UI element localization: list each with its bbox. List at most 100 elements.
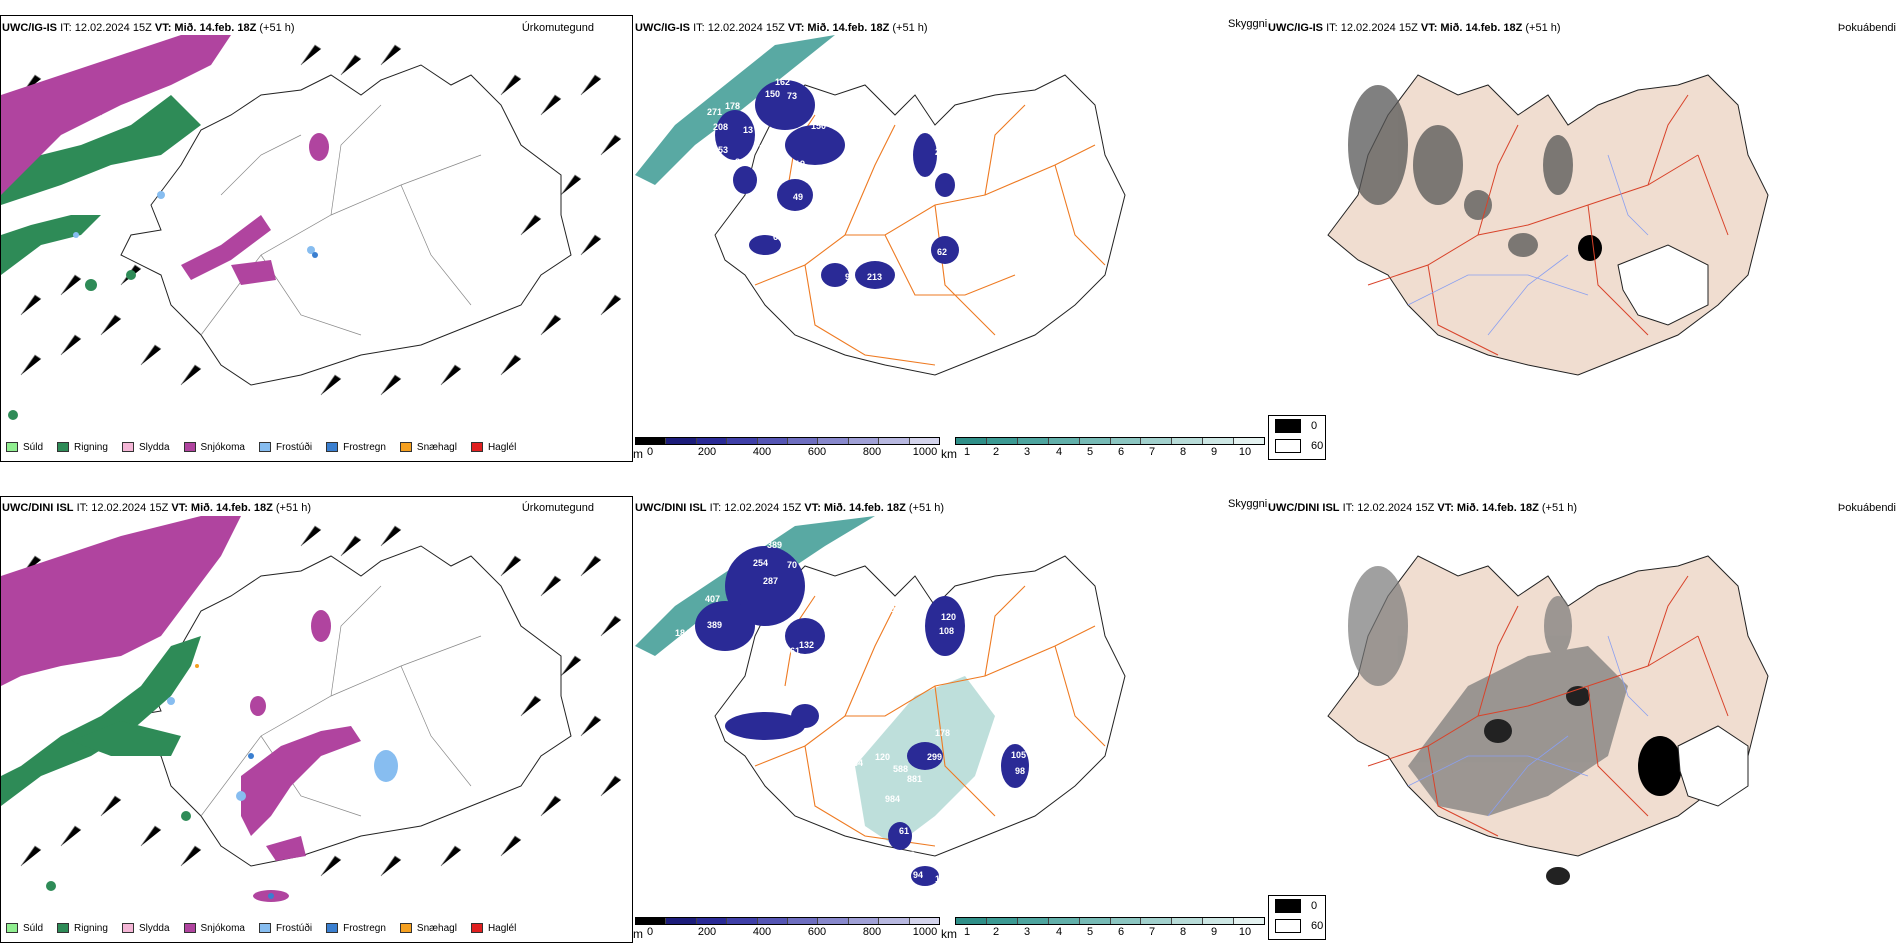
lead-time: (+51 h) bbox=[1525, 22, 1561, 34]
precip-legend-row1: Súld Rigning Slydda Snjókoma Frostúði Fr… bbox=[6, 437, 530, 457]
legend-label: Snjókoma bbox=[200, 922, 245, 934]
height-tick: 400 bbox=[752, 446, 772, 458]
vis-tick: 10 bbox=[1238, 926, 1252, 938]
legend-swatch bbox=[57, 442, 70, 452]
model-name: UWC/DINI ISL bbox=[635, 502, 707, 514]
height-tick: 0 bbox=[646, 446, 654, 458]
fog-core bbox=[1638, 736, 1682, 796]
precip-type-title-row1: Úrkomutegund bbox=[521, 22, 594, 34]
rain-area bbox=[1, 95, 201, 420]
legend-swatch bbox=[470, 442, 483, 452]
vis-tick: 6 bbox=[1117, 446, 1125, 458]
vis-tick: 3 bbox=[1023, 926, 1031, 938]
cloud-base-label: 389 bbox=[767, 540, 782, 550]
cloud-base-label: 178 bbox=[725, 101, 740, 111]
cloud-base-label: 197 bbox=[827, 708, 842, 718]
legend-label: Haglél bbox=[487, 922, 517, 934]
vis-tick: 7 bbox=[1148, 446, 1156, 458]
legend-item-snjokoma: Snjókoma bbox=[183, 922, 245, 934]
issue-time: IT: 12.02.2024 15Z bbox=[60, 22, 152, 34]
panel-title-fog-row2: UWC/DINI ISL IT: 12.02.2024 15Z VT: Mið.… bbox=[1268, 502, 1577, 514]
cloud-base-label: 94 bbox=[845, 272, 855, 282]
precip-map-row2 bbox=[1, 516, 622, 902]
height-tick: 600 bbox=[807, 926, 827, 938]
visibility-colorbar bbox=[955, 917, 1265, 925]
cloud-base-label: 150 bbox=[765, 89, 780, 99]
fog-swatch bbox=[1275, 899, 1301, 913]
cloud-base-height-scale-row1: 0 200 400 600 800 1000 m bbox=[633, 437, 940, 461]
legend-swatch bbox=[6, 923, 18, 933]
legend-item-slydda: Slydda bbox=[121, 442, 170, 453]
height-tick: 200 bbox=[697, 446, 717, 458]
legend-swatch bbox=[326, 442, 339, 452]
cloud-base-label: 19 bbox=[795, 159, 805, 169]
legend-swatch bbox=[470, 923, 483, 933]
panel-title-vis-row2: UWC/DINI ISL IT: 12.02.2024 15Z VT: Mið.… bbox=[635, 502, 944, 514]
legend-swatch bbox=[183, 442, 196, 452]
visibility-scale-row2: 1 2 3 4 5 6 7 8 9 10 km bbox=[941, 917, 1265, 941]
cloud-base-label: 162 bbox=[775, 77, 790, 87]
wind-barbs bbox=[20, 525, 622, 877]
legend-item-sudl: Súld bbox=[6, 442, 43, 453]
legend-swatch bbox=[326, 923, 339, 933]
fog-legend-label: 0 bbox=[1311, 420, 1318, 432]
legend-label: Slydda bbox=[138, 922, 170, 934]
vis-tick: 2 bbox=[992, 446, 1000, 458]
legend-item-snjokoma: Snjókoma bbox=[183, 442, 245, 453]
cloud-base-label: 150 bbox=[811, 121, 826, 131]
legend-item-frostudi: Frostúði bbox=[258, 922, 313, 934]
snow-area bbox=[1, 35, 329, 285]
lead-time: (+51 h) bbox=[892, 22, 928, 34]
vis-tick: 9 bbox=[1210, 446, 1218, 458]
fog-legend-row1: 0 60 bbox=[1268, 415, 1326, 460]
cloud-base-label: 181 bbox=[837, 618, 852, 628]
visibility-title-row1: Skyggni bbox=[1228, 18, 1268, 30]
vis-tick: 4 bbox=[1055, 446, 1063, 458]
cloud-base-label: 881 bbox=[907, 774, 922, 784]
height-tick: 200 bbox=[697, 926, 717, 938]
glacier bbox=[1617, 244, 1709, 326]
legend-label: Frostúði bbox=[275, 922, 313, 934]
legend-swatch bbox=[399, 442, 412, 452]
vis-tick: 5 bbox=[1086, 446, 1094, 458]
road-network bbox=[200, 585, 482, 817]
valid-time: VT: Mið. 14.feb. 18Z bbox=[154, 22, 257, 34]
height-tick: 800 bbox=[862, 446, 882, 458]
issue-time: IT: 12.02.2024 15Z bbox=[1326, 22, 1418, 34]
precip-map-row1 bbox=[1, 35, 622, 420]
vis-tick: 8 bbox=[1179, 926, 1187, 938]
fog-map-row2 bbox=[1327, 555, 1769, 885]
freezing-drizzle-area bbox=[167, 697, 398, 801]
fog-legend-label: 60 bbox=[1311, 440, 1324, 452]
vis-tick: 1 bbox=[963, 926, 971, 938]
issue-time: IT: 12.02.2024 15Z bbox=[76, 502, 169, 514]
height-tick: 0 bbox=[646, 926, 654, 938]
cloud-base-labels: 162 150 73 178 271 208 13 150 142 153 8 … bbox=[707, 77, 970, 282]
cloud-base-height-scale-row2: 0 200 400 600 800 1000 m bbox=[633, 917, 940, 941]
lead-time: (+51 h) bbox=[259, 22, 295, 34]
model-name: UWC/DINI ISL bbox=[1268, 502, 1340, 514]
panel-title-vis-row1: UWC/IG-IS IT: 12.02.2024 15Z VT: Mið. 14… bbox=[635, 22, 928, 34]
vis-tick: 2 bbox=[992, 926, 1000, 938]
cloud-base-patches bbox=[715, 80, 959, 289]
cloud-base-label: 98 bbox=[1015, 766, 1025, 776]
legend-swatch bbox=[6, 442, 18, 452]
lead-time: (+51 h) bbox=[908, 502, 945, 514]
cloud-base-label: 80 bbox=[775, 630, 785, 640]
cloud-base-label: 106 bbox=[819, 227, 834, 237]
cloud-base-label: 16 bbox=[795, 249, 805, 259]
vis-unit: km bbox=[941, 927, 957, 941]
fog-map-row1 bbox=[1327, 74, 1769, 376]
fog-shading bbox=[1348, 85, 1573, 257]
legend-swatch bbox=[121, 442, 134, 452]
fog-legend-row2: 0 60 bbox=[1268, 895, 1326, 940]
fog-legend-item-60: 60 bbox=[1269, 916, 1325, 936]
rain-area bbox=[1, 636, 201, 891]
cloud-base-label: 120 bbox=[875, 752, 890, 762]
road-network bbox=[200, 104, 482, 336]
legend-label: Rigning bbox=[74, 441, 108, 453]
legend-label: Súld bbox=[23, 441, 44, 453]
precip-legend-row2: Súld Rigning Slydda Snjókoma Frostúði Fr… bbox=[6, 918, 530, 938]
legend-swatch bbox=[399, 923, 412, 933]
legend-label: Snæhagl bbox=[416, 922, 457, 934]
